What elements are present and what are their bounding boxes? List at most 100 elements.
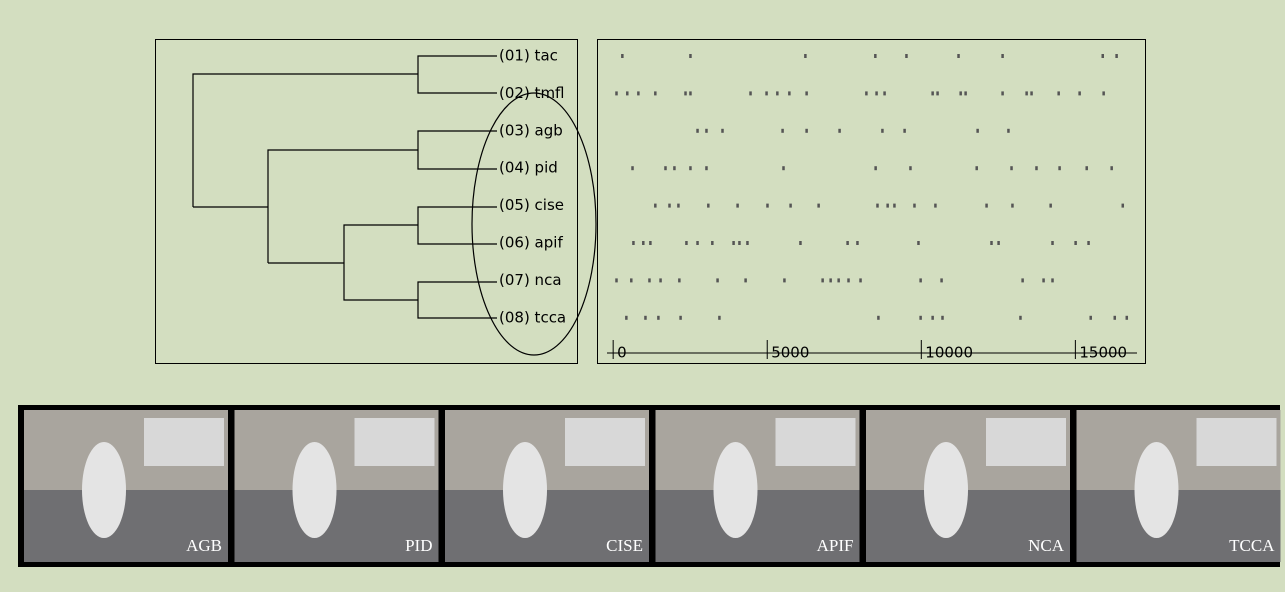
event: [1019, 316, 1022, 320]
leaf-label: (08) tcca: [499, 308, 566, 326]
event: [689, 54, 692, 58]
event: [1114, 316, 1117, 320]
event: [621, 54, 624, 58]
event: [631, 166, 634, 170]
event: [846, 241, 849, 245]
event: [1115, 54, 1118, 58]
event: [1110, 166, 1113, 170]
event: [805, 129, 808, 133]
event: [615, 278, 618, 282]
event: [1030, 91, 1033, 95]
event: [877, 316, 880, 320]
event: [940, 278, 943, 282]
x-tick-label: 5000: [771, 344, 809, 362]
event: [705, 129, 708, 133]
event: [919, 316, 922, 320]
photo-window: [1197, 418, 1277, 466]
event: [1010, 166, 1013, 170]
event: [931, 91, 934, 95]
event: [659, 278, 662, 282]
event: [919, 278, 922, 282]
event: [649, 241, 652, 245]
event: [1101, 54, 1104, 58]
event: [781, 129, 784, 133]
event: [959, 91, 962, 95]
event: [997, 241, 1000, 245]
event: [1001, 54, 1004, 58]
event: [678, 278, 681, 282]
event: [913, 204, 916, 208]
event: [1001, 91, 1004, 95]
photo-figure: [924, 442, 968, 538]
event: [856, 241, 859, 245]
page: (01) tac(02) tmfl(03) agb(04) pid(05) ci…: [0, 0, 1285, 592]
event: [679, 316, 682, 320]
event: [637, 91, 640, 95]
event: [1042, 278, 1045, 282]
event: [685, 241, 688, 245]
event: [1007, 129, 1010, 133]
event: [626, 91, 629, 95]
event: [736, 204, 739, 208]
event: [799, 241, 802, 245]
event: [909, 166, 912, 170]
x-tick-label: 0: [617, 344, 627, 362]
event: [1078, 91, 1081, 95]
event: [859, 278, 862, 282]
event: [865, 91, 868, 95]
event: [644, 316, 647, 320]
event: [1087, 241, 1090, 245]
event: [705, 166, 708, 170]
event: [903, 129, 906, 133]
photo-label: NCA: [1028, 536, 1065, 555]
event: [1011, 204, 1014, 208]
event: [874, 54, 877, 58]
photo-figure: [82, 442, 126, 538]
leaf-label: (01) tac: [499, 47, 558, 65]
event: [875, 91, 878, 95]
event: [964, 91, 967, 95]
event: [707, 204, 710, 208]
event: [1089, 316, 1092, 320]
photo-label: AGB: [186, 536, 222, 555]
photo-figure: [293, 442, 337, 538]
event: [1122, 204, 1125, 208]
event: [976, 129, 979, 133]
event: [838, 129, 841, 133]
event: [689, 166, 692, 170]
photo-window: [776, 418, 856, 466]
event: [765, 91, 768, 95]
event: [957, 54, 960, 58]
event: [1051, 241, 1054, 245]
event: [1085, 166, 1088, 170]
photo-label: TCCA: [1229, 536, 1275, 555]
event: [847, 278, 850, 282]
event: [1126, 316, 1129, 320]
event: [673, 166, 676, 170]
event: [677, 204, 680, 208]
event: [746, 241, 749, 245]
photo-figure: [1135, 442, 1179, 538]
event: [1049, 204, 1052, 208]
photo-label: PID: [405, 536, 432, 555]
photo-figure: [503, 442, 547, 538]
event: [931, 316, 934, 320]
event: [1035, 166, 1038, 170]
event: [1021, 278, 1024, 282]
event: [711, 241, 714, 245]
event: [766, 204, 769, 208]
photo-window: [986, 418, 1066, 466]
event: [1102, 91, 1105, 95]
event: [749, 91, 752, 95]
leaf-label: (03) agb: [499, 121, 563, 139]
event: [783, 278, 786, 282]
event: [934, 204, 937, 208]
event: [975, 166, 978, 170]
photo-window: [565, 418, 645, 466]
event: [615, 91, 618, 95]
event: [657, 316, 660, 320]
event: [1051, 278, 1054, 282]
event: [804, 54, 807, 58]
event: [905, 54, 908, 58]
photo-window: [355, 418, 435, 466]
